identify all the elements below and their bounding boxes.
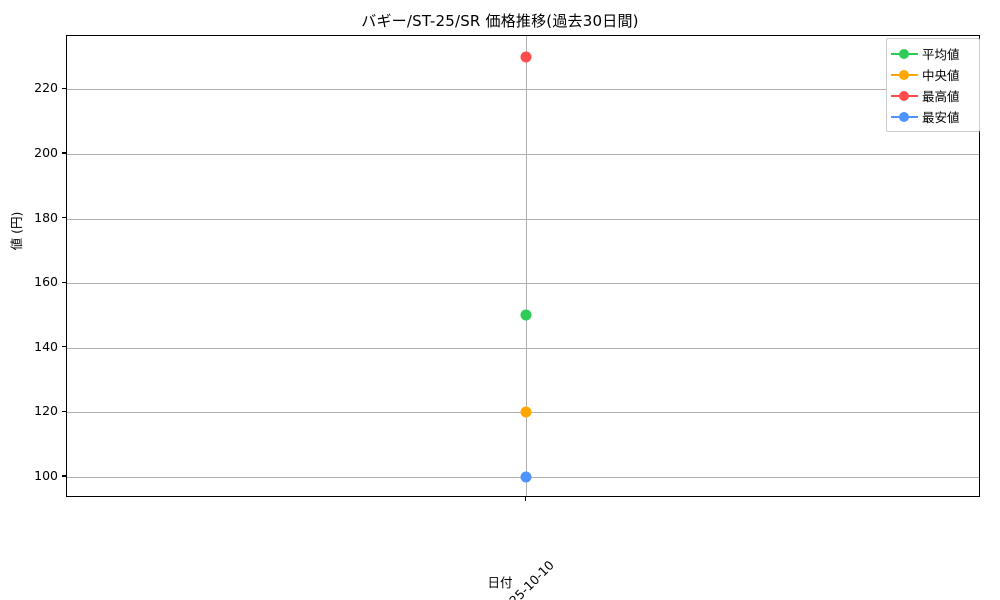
y-tick-label: 160 (34, 274, 58, 290)
x-axis-label: 日付 (487, 575, 513, 590)
y-tick-label: 200 (34, 144, 58, 160)
legend-label: 最安値 (922, 110, 960, 125)
gridline-horizontal (67, 347, 979, 349)
legend-dot-icon (899, 48, 909, 59)
gridline-horizontal (67, 218, 979, 220)
y-tick-label: 180 (34, 209, 58, 225)
y-tick-mark (62, 346, 66, 348)
x-tick-label: 2025-10-10 (495, 506, 608, 600)
y-tick-mark (62, 475, 66, 477)
data-point (520, 471, 532, 483)
y-tick-mark (62, 410, 66, 413)
legend-label: 中央値 (922, 68, 960, 83)
data-point (520, 309, 532, 321)
x-tick-mark (525, 497, 527, 501)
legend-item-2[interactable]: 中央値 (891, 64, 974, 85)
legend-dot-icon (899, 90, 909, 101)
chart-legend[interactable]: 平均値中央値最高値最安値 (886, 38, 980, 132)
y-tick-label: 220 (34, 80, 58, 96)
legend-item-1[interactable]: 平均値 (891, 43, 974, 64)
y-tick-mark (62, 152, 66, 154)
legend-marker-icon (891, 69, 918, 81)
plot-area (66, 35, 980, 497)
y-tick-label: 120 (34, 403, 58, 419)
legend-item-3[interactable]: 最高値 (891, 85, 974, 106)
y-tick-mark (62, 281, 66, 283)
legend-label: 最高値 (922, 89, 960, 104)
y-tick-label: 140 (34, 338, 58, 354)
data-point (520, 406, 532, 418)
gridline-horizontal (67, 89, 979, 91)
legend-marker-icon (891, 111, 918, 123)
y-axis-label: 値 (円) (9, 211, 24, 251)
data-point (520, 51, 532, 63)
chart-title: バギー/ST-25/SR 価格推移(過去30日間) (361, 12, 639, 30)
legend-marker-icon (891, 48, 918, 60)
y-tick-mark (62, 87, 66, 89)
legend-item-4[interactable]: 最安値 (891, 106, 974, 127)
legend-dot-icon (899, 69, 909, 80)
legend-dot-icon (899, 111, 909, 122)
gridline-horizontal (67, 153, 979, 155)
y-tick-label: 100 (34, 468, 58, 483)
gridline-horizontal (67, 283, 979, 285)
y-tick-mark (62, 216, 66, 219)
gridline-vertical (526, 36, 527, 496)
legend-marker-icon (891, 90, 918, 102)
legend-label: 平均値 (922, 47, 960, 62)
